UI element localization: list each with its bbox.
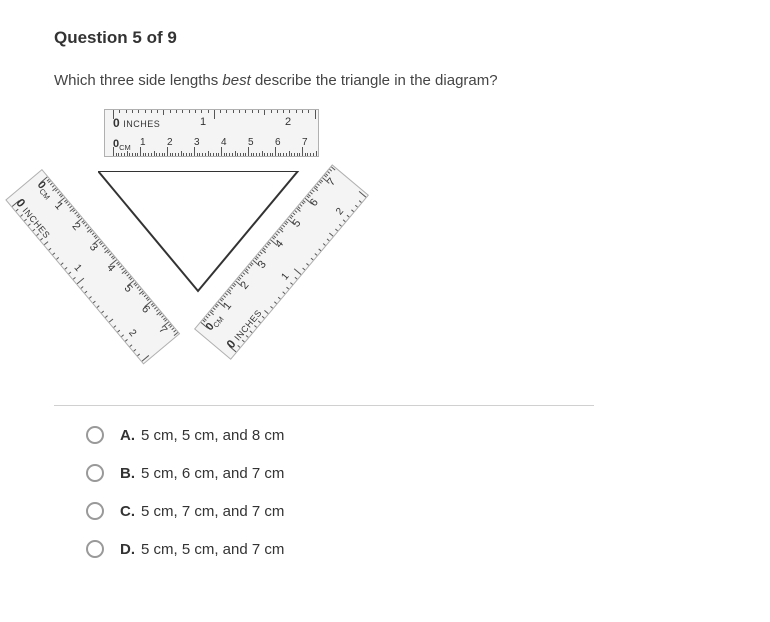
option-d[interactable]: D. 5 cm, 5 cm, and 7 cm xyxy=(86,540,716,558)
ruler-left-inches-label: 0 INCHES xyxy=(13,196,54,241)
radio-icon[interactable] xyxy=(86,502,104,520)
option-letter: D. xyxy=(120,541,135,558)
ruler-top-inches-label: 0 INCHES xyxy=(113,116,160,130)
radio-icon[interactable] xyxy=(86,464,104,482)
question-header: Question 5 of 9 xyxy=(54,28,716,48)
divider xyxy=(54,405,594,406)
ruler-top: 0 INCHES 1 2 0CM 1 2 3 4 5 6 7 xyxy=(104,109,319,157)
option-letter: C. xyxy=(120,503,135,520)
option-text: 5 cm, 7 cm, and 7 cm xyxy=(141,503,284,520)
prompt-pre: Which three side lengths xyxy=(54,72,222,89)
option-text: 5 cm, 5 cm, and 7 cm xyxy=(141,541,284,558)
question-prompt: Which three side lengths best describe t… xyxy=(54,72,716,89)
ruler-top-inch-2: 2 xyxy=(285,116,291,128)
option-a[interactable]: A. 5 cm, 5 cm, and 8 cm xyxy=(86,426,716,444)
radio-icon[interactable] xyxy=(86,540,104,558)
option-b[interactable]: B. 5 cm, 6 cm, and 7 cm xyxy=(86,464,716,482)
ruler-top-inch-1: 1 xyxy=(200,116,206,128)
prompt-em: best xyxy=(222,72,250,89)
radio-icon[interactable] xyxy=(86,426,104,444)
option-letter: A. xyxy=(120,427,135,444)
option-text: 5 cm, 6 cm, and 7 cm xyxy=(141,465,284,482)
ruler-top-cm-ticks xyxy=(105,142,318,156)
option-letter: B. xyxy=(120,465,135,482)
prompt-post: describe the triangle in the diagram? xyxy=(251,72,498,89)
option-c[interactable]: C. 5 cm, 7 cm, and 7 cm xyxy=(86,502,716,520)
answer-options: A. 5 cm, 5 cm, and 8 cm B. 5 cm, 6 cm, a… xyxy=(54,426,716,558)
option-text: 5 cm, 5 cm, and 8 cm xyxy=(141,427,284,444)
triangle-diagram: 0 INCHES 1 2 0CM 1 2 3 4 5 6 7 0CM 1 2 3… xyxy=(54,109,404,389)
